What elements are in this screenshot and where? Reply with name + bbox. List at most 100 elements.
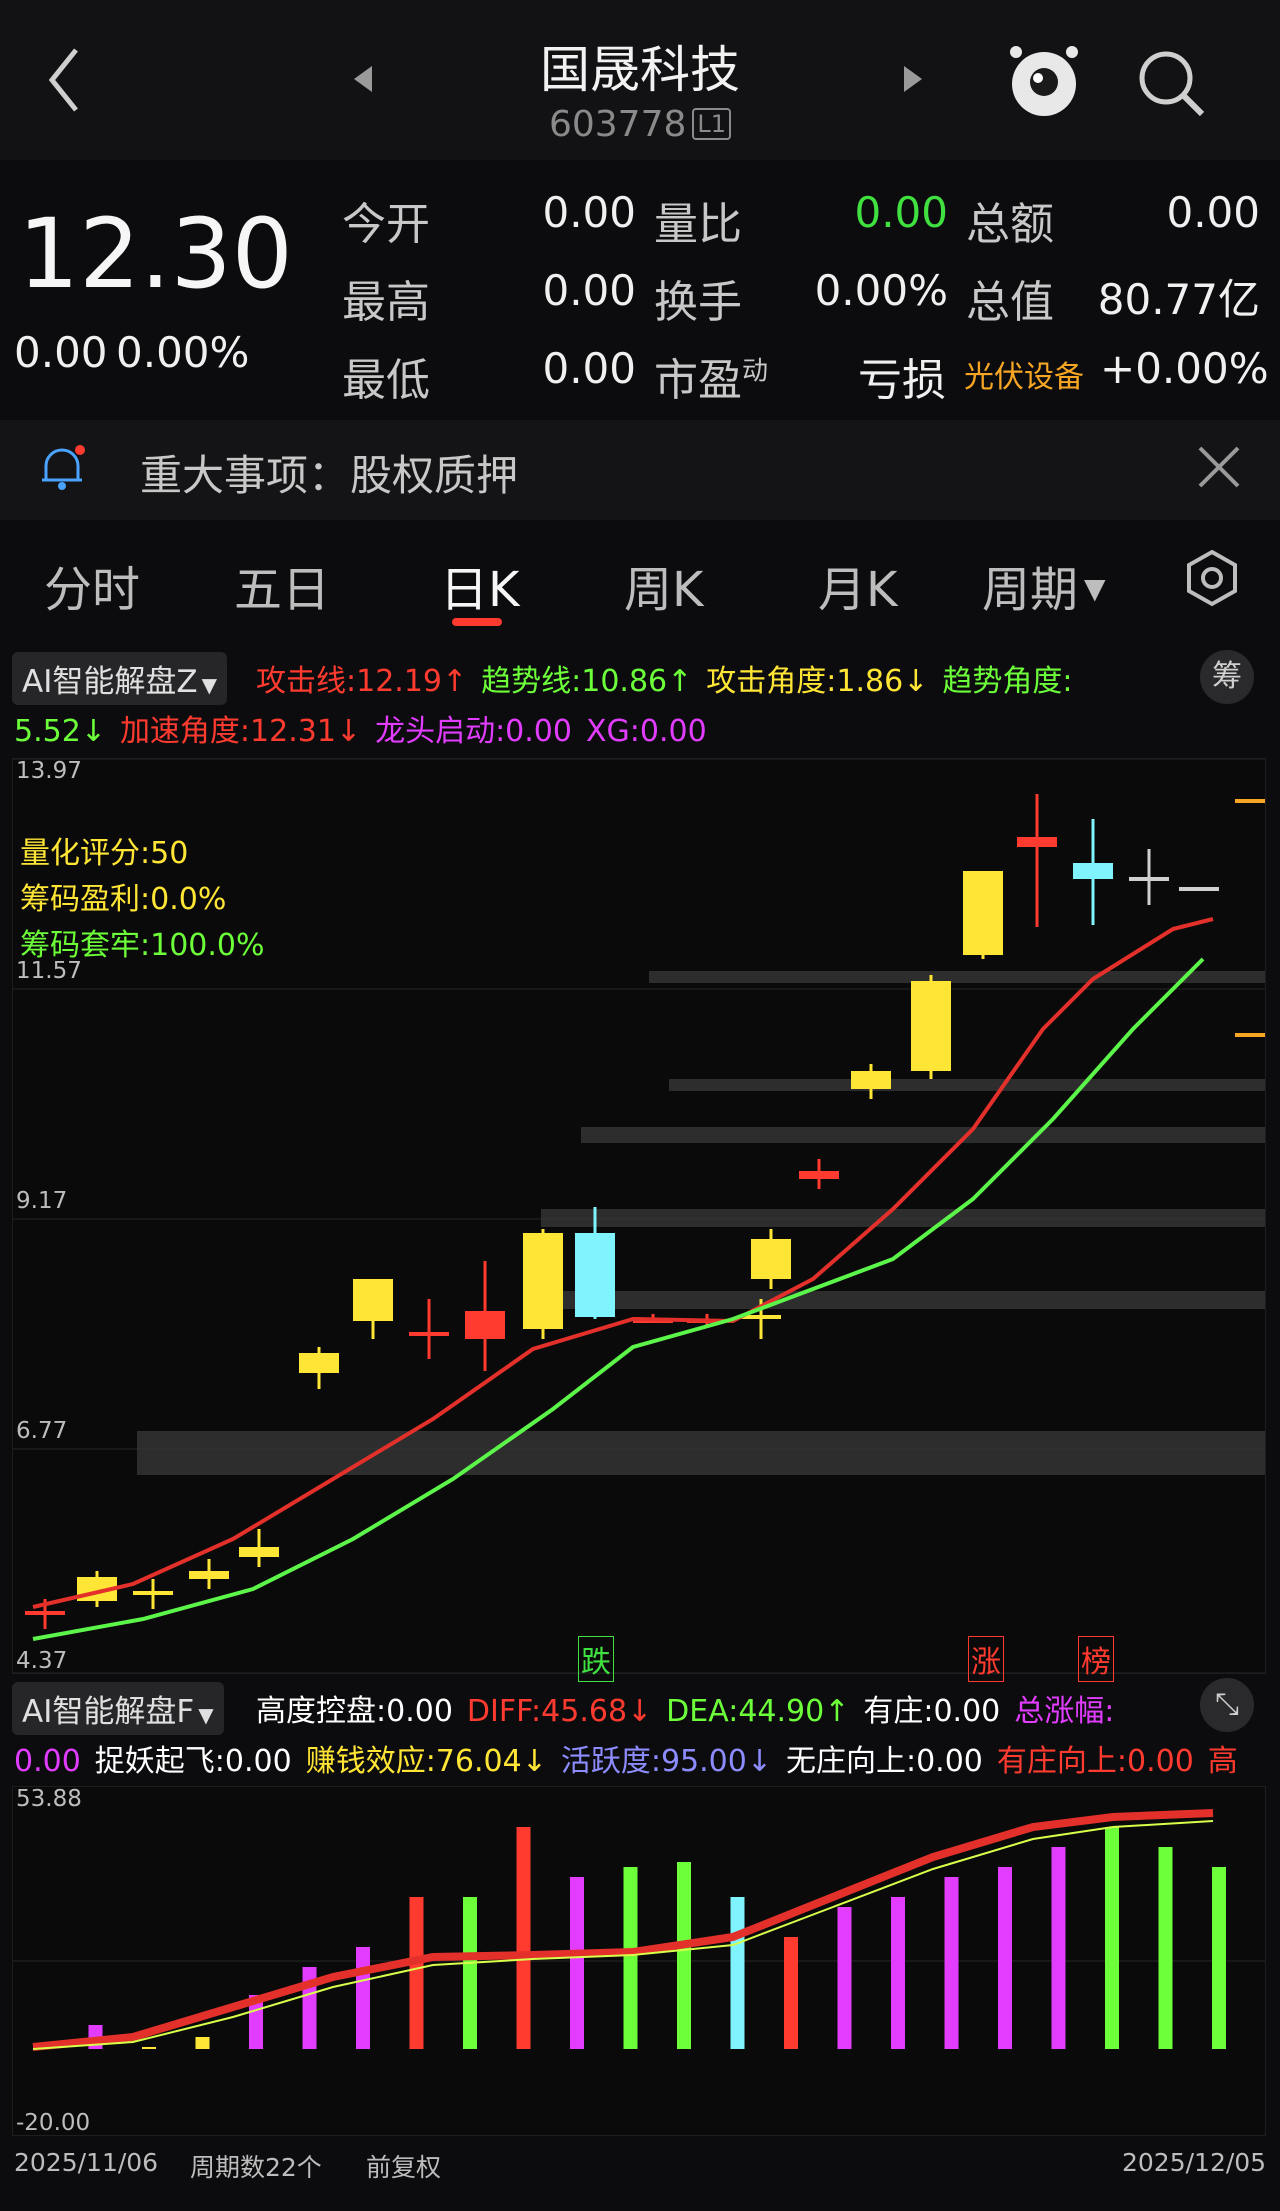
indicator-item: 攻击角度:1.86↓ — [706, 664, 929, 699]
dea-line — [32, 1820, 1214, 2050]
candle-body — [189, 1571, 229, 1579]
amount-label: 总额 — [966, 199, 1054, 250]
stock-name: 国晟科技 — [540, 41, 740, 99]
sub-bar — [891, 1897, 905, 2049]
price-change-pct: 0.00% — [116, 328, 250, 377]
candle-body — [409, 1332, 449, 1336]
sub-bar — [998, 1867, 1012, 2049]
candle-body — [963, 871, 1003, 955]
tab-monthly-k[interactable]: 月K — [818, 562, 898, 618]
candle-body — [575, 1233, 615, 1317]
candle-body — [465, 1311, 505, 1339]
chip-distribution-button[interactable]: 筹 — [1200, 650, 1254, 704]
pe-label: 市盈动 — [654, 355, 769, 406]
indicator-item: 0.00 — [14, 1744, 81, 1779]
chip-profit: 筹码盈利:0.0% — [20, 882, 227, 917]
amount-value: 0.00 — [1166, 188, 1260, 237]
candle-body — [25, 1611, 65, 1615]
main-indicator-line2: 5.52↓ 加速角度:12.31↓ 龙头启动:0.00 XG:0.00 — [14, 706, 721, 750]
tab-five-day[interactable]: 五日 — [234, 562, 331, 618]
open-value: 0.00 — [542, 188, 636, 237]
volume-ratio-value: 0.00 — [854, 188, 948, 237]
candle-body — [299, 1353, 339, 1373]
y-label-3: 9.17 — [16, 1188, 68, 1214]
close-icon[interactable] — [1196, 444, 1242, 494]
y-label-bottom: 4.37 — [16, 1648, 68, 1674]
indicator-item: 有庄向上:0.00 — [996, 1744, 1194, 1779]
y-label-2: 11.57 — [16, 958, 82, 984]
search-icon[interactable] — [1134, 46, 1210, 126]
indicator-item: 攻击线:12.19↑ — [256, 664, 468, 699]
chevron-down-icon: ▼ — [198, 1703, 214, 1727]
sub-indicator-line1: 高度控盘:0.00 DIFF:45.68↓ DEA:44.90↑ 有庄:0.00 总涨幅… — [256, 1686, 1128, 1730]
sub-indicator-dropdown[interactable]: AI智能解盘F ▼ — [12, 1682, 224, 1735]
candle-body — [911, 981, 951, 1071]
sub-bar — [1105, 1827, 1119, 2049]
indicator-item: 趋势角度: — [942, 664, 1073, 699]
sub-bar — [730, 1897, 745, 2049]
quant-score: 量化评分:50 — [20, 836, 189, 871]
tab-weekly-k[interactable]: 周K — [624, 562, 704, 618]
candle-body — [239, 1547, 279, 1557]
expand-icon[interactable]: ⤡ — [1200, 1678, 1254, 1732]
trend-line — [32, 957, 1205, 1641]
chip-band — [669, 1079, 1265, 1091]
candle-body — [851, 1071, 891, 1089]
candle-body — [1017, 837, 1057, 847]
settings-icon[interactable] — [1182, 548, 1242, 612]
pe-dynamic-sup: 动 — [742, 356, 769, 387]
prev-stock-icon[interactable] — [352, 64, 376, 98]
sub-bar — [1158, 1847, 1173, 2049]
tag-rise: 涨 — [968, 1636, 1004, 1682]
indicator-item: 无庄向上:0.00 — [785, 1744, 983, 1779]
candle-body — [1073, 863, 1113, 879]
indicator-item: 龙头启动:0.00 — [375, 714, 572, 749]
notice-text[interactable]: 重大事项：股权质押 — [140, 451, 519, 500]
main-indicator-dropdown[interactable]: AI智能解盘Z ▼ — [12, 652, 227, 705]
back-icon[interactable] — [40, 40, 90, 120]
tag-list: 榜 — [1078, 1636, 1114, 1682]
sub-bar — [570, 1877, 584, 2049]
indicator-item: 有庄:0.00 — [863, 1694, 1001, 1729]
chevron-down-icon: ▼ — [201, 673, 217, 697]
indicator-item: 5.52↓ — [14, 714, 106, 749]
sub-bar — [142, 2047, 156, 2049]
quote-panel — [0, 162, 1280, 412]
kline-svg — [13, 758, 1265, 1674]
indicator-item: 高 — [1207, 1744, 1238, 1779]
tab-daily-k[interactable]: 日K — [440, 562, 520, 618]
sub-chart[interactable] — [12, 1786, 1266, 2136]
next-stock-icon[interactable] — [900, 64, 924, 98]
sub-bar — [1051, 1847, 1066, 2049]
sub-indicator-line2: 0.00 捉妖起飞:0.00 赚钱效应:76.04↓ 活跃度:95.00↓ 无庄向上:0… — [14, 1736, 1252, 1780]
sub-bar — [1212, 1867, 1226, 2049]
kline-chart[interactable] — [12, 758, 1266, 1674]
sub-bar — [409, 1897, 424, 2049]
candle-body — [523, 1233, 563, 1329]
market-cap-label: 总值 — [966, 277, 1054, 328]
low-value: 0.00 — [542, 344, 636, 393]
mascot-icon[interactable] — [1004, 38, 1084, 128]
sub-y-label-top: 53.88 — [16, 1786, 82, 1812]
period-count: 周期数22个 — [190, 2153, 322, 2182]
chart-tabs — [0, 520, 1280, 640]
bell-icon — [36, 442, 88, 498]
indicator-item: 高度控盘:0.00 — [256, 1694, 453, 1729]
adjust-mode[interactable]: 前复权 — [366, 2153, 442, 2182]
chip-band — [541, 1209, 1265, 1227]
notice-bar[interactable] — [0, 420, 1280, 520]
turnover-value: 0.00% — [814, 266, 948, 315]
tab-period[interactable]: 周期 ▼ — [982, 562, 1106, 618]
stock-code: 603778 L1 — [0, 104, 1280, 145]
chip-band — [581, 1127, 1265, 1143]
candle-body — [799, 1171, 839, 1179]
sector-link[interactable]: 光伏设备 — [964, 360, 1084, 395]
diff-line — [32, 1809, 1214, 2051]
indicator-item: 捉妖起飞:0.00 — [94, 1744, 292, 1779]
candle-body — [1129, 877, 1169, 881]
indicator-item: 加速角度:12.31↓ — [119, 714, 362, 749]
y-label-4: 6.77 — [16, 1418, 68, 1444]
tab-intraday[interactable]: 分时 — [44, 562, 141, 618]
market-cap-value: 80.77亿 — [1097, 275, 1260, 324]
end-date: 2025/12/05 — [1122, 2148, 1267, 2177]
